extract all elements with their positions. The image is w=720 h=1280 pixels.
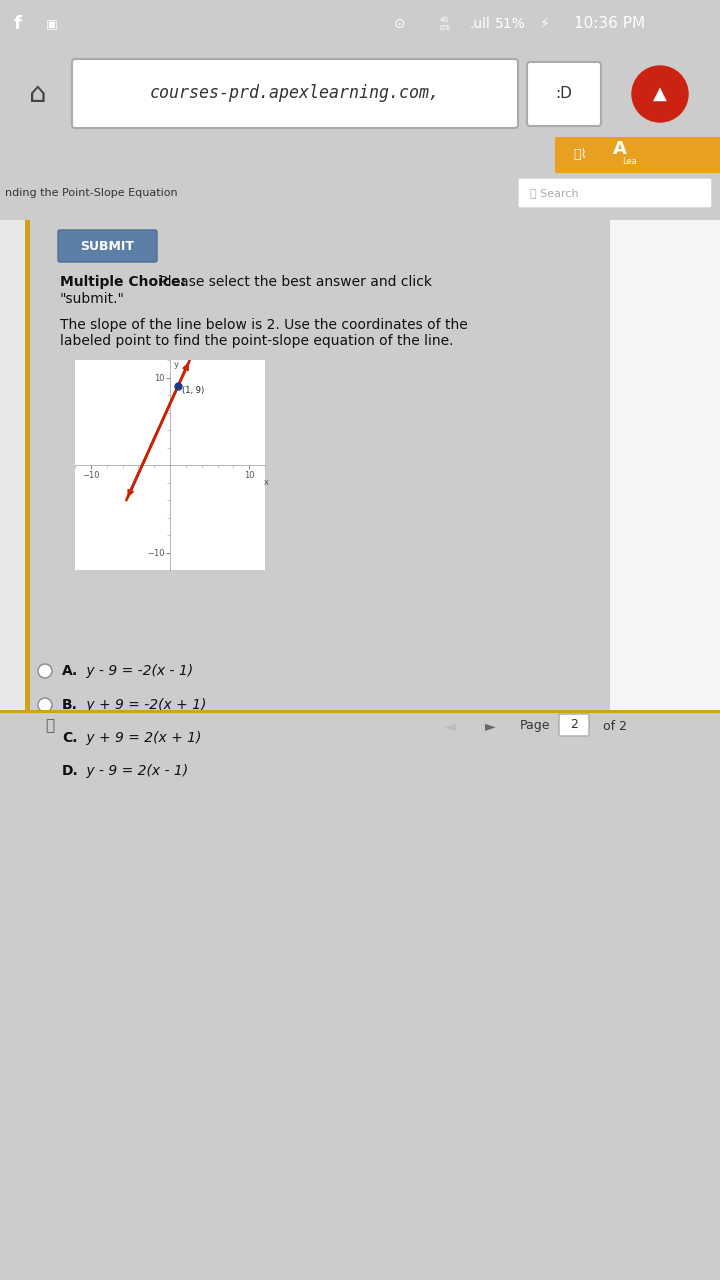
FancyBboxPatch shape: [518, 178, 712, 207]
Circle shape: [38, 698, 52, 712]
Text: of 2: of 2: [603, 719, 627, 732]
Bar: [0, 710, 720, 713]
Text: ▣: ▣: [46, 18, 58, 31]
Text: D.: D.: [62, 764, 78, 778]
Text: A: A: [613, 140, 627, 157]
Text: :D: :D: [556, 86, 572, 101]
FancyBboxPatch shape: [527, 61, 601, 125]
Text: ►: ►: [485, 719, 495, 733]
Text: 51%: 51%: [495, 17, 526, 31]
Text: ⚡: ⚡: [540, 17, 550, 31]
Text: Lea: Lea: [623, 156, 637, 165]
Text: C.: C.: [62, 731, 78, 745]
FancyBboxPatch shape: [58, 230, 157, 262]
Text: Multiple Choice:: Multiple Choice:: [60, 275, 186, 289]
FancyBboxPatch shape: [559, 714, 589, 736]
Text: 〜⌇: 〜⌇: [573, 148, 587, 161]
Circle shape: [38, 664, 52, 678]
Circle shape: [632, 67, 688, 122]
Text: 4G
LTE: 4G LTE: [439, 18, 451, 31]
Bar: [0, 220, 25, 710]
Text: nding the Point-Slope Equation: nding the Point-Slope Equation: [5, 188, 178, 198]
FancyBboxPatch shape: [72, 59, 518, 128]
Text: ⌂: ⌂: [30, 79, 47, 108]
Circle shape: [38, 731, 52, 745]
Text: 🔍 Search: 🔍 Search: [530, 188, 579, 198]
Text: Page: Page: [520, 719, 550, 732]
Text: B.: B.: [62, 698, 78, 712]
Text: courses-prd.apexlearning.com,: courses-prd.apexlearning.com,: [150, 84, 440, 102]
Text: y - 9 = 2(x - 1): y - 9 = 2(x - 1): [82, 764, 188, 778]
Text: .ull: .ull: [469, 17, 490, 31]
Text: ⊙: ⊙: [394, 17, 406, 31]
Text: A.: A.: [62, 664, 78, 678]
Bar: [25, 220, 30, 710]
Text: y: y: [174, 360, 179, 369]
Circle shape: [38, 764, 52, 778]
Text: y - 9 = -2(x - 1): y - 9 = -2(x - 1): [82, 664, 193, 678]
Text: (1, 9): (1, 9): [182, 387, 204, 396]
Text: 2: 2: [570, 718, 578, 731]
Bar: [610, 220, 720, 710]
Text: y + 9 = 2(x + 1): y + 9 = 2(x + 1): [82, 731, 202, 745]
Text: ▲: ▲: [653, 84, 667, 102]
Text: SUBMIT: SUBMIT: [80, 239, 134, 252]
Text: ◄: ◄: [445, 719, 455, 733]
Text: x: x: [264, 479, 269, 488]
Text: f: f: [14, 15, 22, 33]
Text: Please select the best answer and click: Please select the best answer and click: [155, 275, 432, 289]
Text: y + 9 = -2(x + 1): y + 9 = -2(x + 1): [82, 698, 207, 712]
Text: 🖨: 🖨: [45, 718, 55, 733]
Text: 10:36 PM: 10:36 PM: [575, 17, 646, 32]
FancyBboxPatch shape: [555, 137, 720, 173]
Text: labeled point to find the point-slope equation of the line.: labeled point to find the point-slope eq…: [60, 334, 454, 348]
Text: "submit.": "submit.": [60, 292, 125, 306]
Text: The slope of the line below is 2. Use the coordinates of the: The slope of the line below is 2. Use th…: [60, 317, 468, 332]
